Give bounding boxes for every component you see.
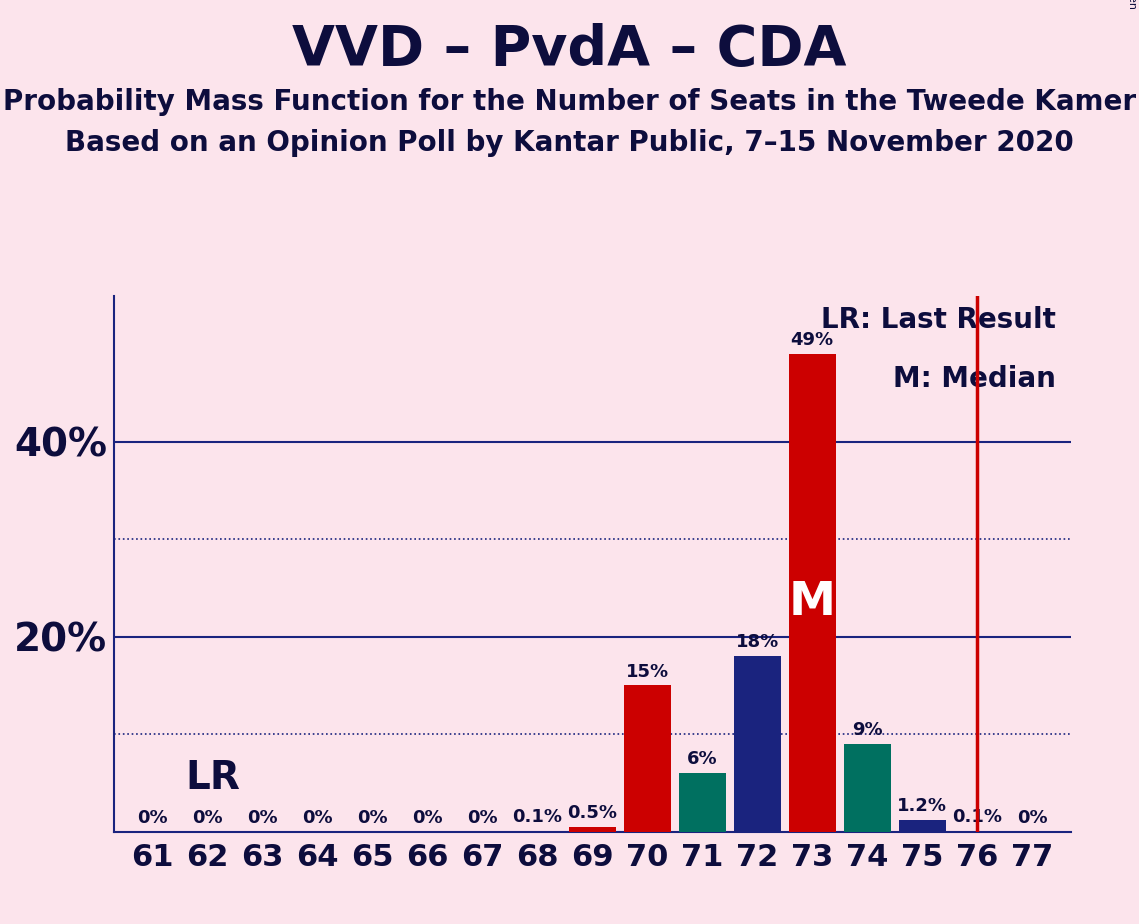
Text: Probability Mass Function for the Number of Seats in the Tweede Kamer: Probability Mass Function for the Number… (3, 88, 1136, 116)
Bar (953, 831, 1000, 832)
Bar (679, 773, 726, 832)
Text: 0%: 0% (247, 808, 278, 827)
Text: 6%: 6% (687, 750, 718, 768)
Text: 1.2%: 1.2% (898, 797, 948, 815)
Bar (734, 656, 780, 832)
Text: 0%: 0% (357, 808, 387, 827)
Bar (844, 744, 891, 832)
Text: © 2020 Filip van Laenen: © 2020 Filip van Laenen (1126, 0, 1137, 9)
Text: 0.5%: 0.5% (567, 804, 617, 821)
Text: 0.1%: 0.1% (952, 808, 1002, 826)
Text: VVD – PvdA – CDA: VVD – PvdA – CDA (293, 23, 846, 77)
Text: 49%: 49% (790, 332, 834, 349)
Text: 0%: 0% (412, 808, 443, 827)
Text: M: M (788, 580, 836, 625)
Text: M: Median: M: Median (893, 365, 1056, 394)
Text: 0%: 0% (467, 808, 498, 827)
Text: Based on an Opinion Poll by Kantar Public, 7–15 November 2020: Based on an Opinion Poll by Kantar Publi… (65, 129, 1074, 157)
Text: LR: Last Result: LR: Last Result (821, 307, 1056, 334)
Text: LR: LR (186, 759, 240, 797)
Text: 0%: 0% (302, 808, 333, 827)
Text: 0%: 0% (137, 808, 167, 827)
Text: 9%: 9% (852, 721, 883, 739)
Text: 0%: 0% (1017, 808, 1048, 827)
Text: 18%: 18% (736, 633, 779, 651)
Bar (514, 831, 560, 832)
Bar (568, 827, 616, 832)
Bar (624, 686, 671, 832)
Text: 0.1%: 0.1% (513, 808, 563, 826)
Text: 15%: 15% (625, 663, 669, 681)
Bar (789, 354, 836, 832)
Text: 0%: 0% (192, 808, 223, 827)
Bar (899, 820, 945, 832)
